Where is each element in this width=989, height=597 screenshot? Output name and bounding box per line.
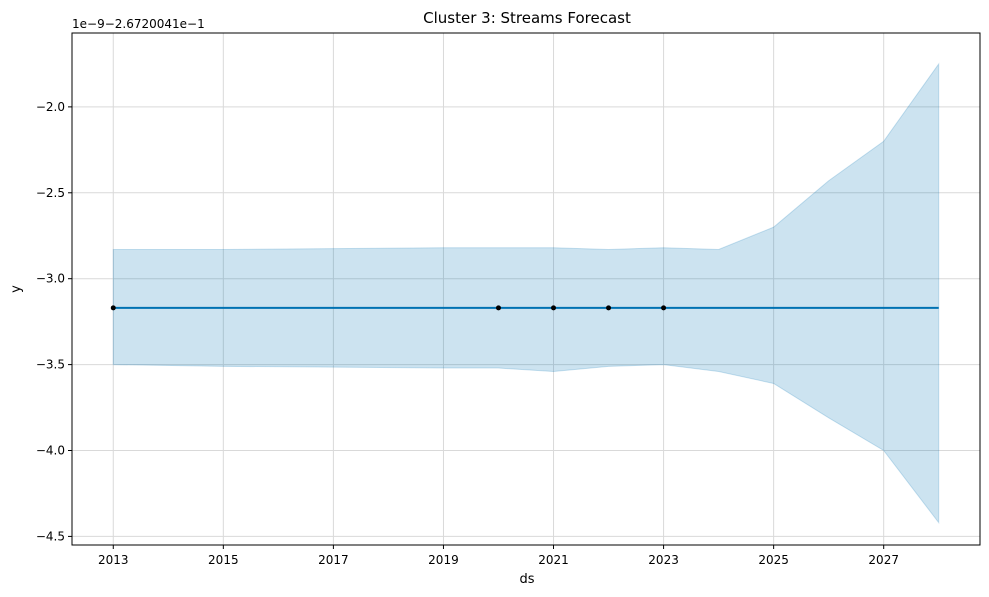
y-axis-label: y: [9, 285, 24, 293]
y-axis-offset-text: 1e−9−2.6720041e−1: [72, 17, 205, 31]
observed-point: [606, 305, 612, 311]
y-axis: −4.5 −4.0 −3.5 −3.0 −2.5 −2.0: [36, 100, 72, 543]
observed-point: [495, 305, 501, 311]
y-tick-label: −4.0: [36, 444, 65, 458]
x-axis-label: ds: [519, 572, 534, 587]
x-tick-label: 2013: [98, 553, 129, 567]
y-tick-label: −4.5: [36, 529, 65, 543]
y-tick-label: −3.5: [36, 358, 65, 372]
axes-frame: [71, 32, 981, 546]
y-tick-label: −2.0: [36, 100, 65, 114]
x-tick-label: 2027: [868, 553, 899, 567]
x-tick-label: 2015: [208, 553, 239, 567]
observed-point: [551, 305, 557, 311]
x-tick-label: 2023: [648, 553, 679, 567]
observed-point: [110, 305, 116, 311]
x-tick-label: 2017: [318, 553, 349, 567]
uncertainty-interval: [112, 62, 940, 525]
x-tick-label: 2019: [428, 553, 459, 567]
observed-point: [661, 305, 667, 311]
uncertainty-band: [112, 62, 940, 525]
observed-points: [110, 305, 667, 311]
x-tick-label: 2025: [758, 553, 789, 567]
grid: [72, 33, 980, 545]
y-tick-label: −2.5: [36, 186, 65, 200]
x-tick-label: 2021: [538, 553, 569, 567]
y-tick-label: −3.0: [36, 272, 65, 286]
x-axis: 2013 2015 2017 2019 2021 2023 2025 2027: [98, 545, 899, 567]
chart-title: Cluster 3: Streams Forecast: [423, 9, 631, 27]
